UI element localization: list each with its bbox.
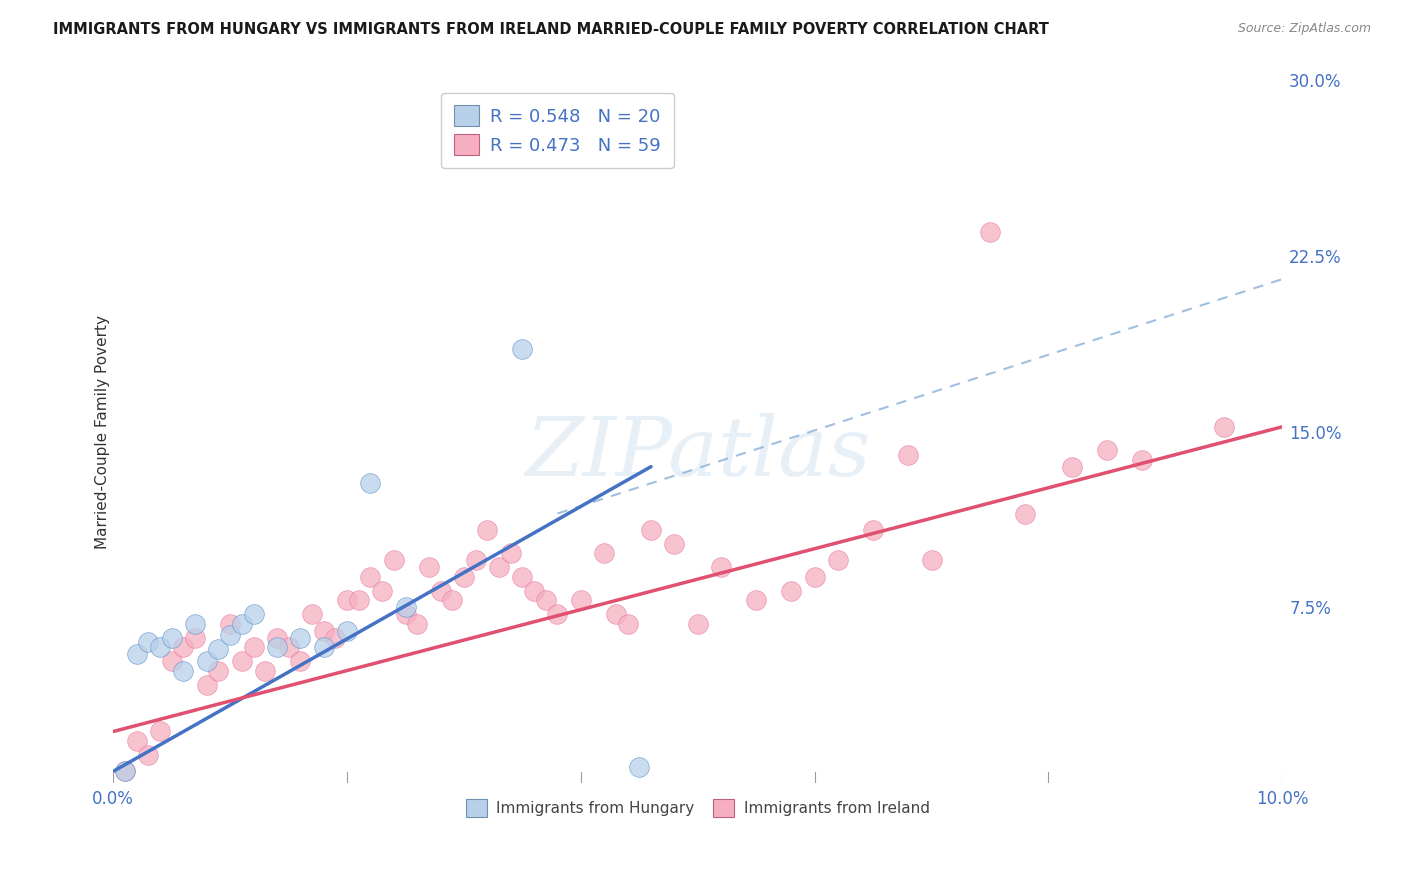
Point bbox=[336, 593, 359, 607]
Point bbox=[803, 570, 825, 584]
Point bbox=[477, 523, 499, 537]
Point bbox=[780, 583, 803, 598]
Point bbox=[138, 635, 160, 649]
Point bbox=[149, 724, 172, 739]
Text: Source: ZipAtlas.com: Source: ZipAtlas.com bbox=[1237, 22, 1371, 36]
Point bbox=[1060, 459, 1083, 474]
Point bbox=[125, 734, 148, 748]
Point bbox=[266, 640, 288, 654]
Point bbox=[219, 628, 242, 642]
Legend: Immigrants from Hungary, Immigrants from Ireland: Immigrants from Hungary, Immigrants from… bbox=[458, 792, 938, 824]
Point bbox=[207, 642, 229, 657]
Point bbox=[254, 664, 277, 678]
Point bbox=[160, 654, 183, 668]
Point bbox=[441, 593, 464, 607]
Point bbox=[605, 607, 627, 622]
Point bbox=[862, 523, 884, 537]
Point bbox=[359, 476, 381, 491]
Point bbox=[219, 616, 242, 631]
Point bbox=[195, 678, 218, 692]
Point bbox=[312, 624, 335, 638]
Point bbox=[394, 607, 416, 622]
Point bbox=[1130, 452, 1153, 467]
Point bbox=[1095, 443, 1118, 458]
Point bbox=[512, 570, 534, 584]
Point bbox=[546, 607, 568, 622]
Point bbox=[453, 570, 475, 584]
Point bbox=[325, 631, 347, 645]
Point bbox=[1212, 420, 1234, 434]
Point bbox=[569, 593, 592, 607]
Text: ZIPatlas: ZIPatlas bbox=[524, 413, 870, 492]
Point bbox=[160, 631, 183, 645]
Point bbox=[745, 593, 768, 607]
Point bbox=[686, 616, 709, 631]
Point bbox=[664, 537, 686, 551]
Point bbox=[827, 553, 849, 567]
Point bbox=[488, 560, 510, 574]
Point bbox=[336, 624, 359, 638]
Point bbox=[640, 523, 662, 537]
Point bbox=[499, 546, 522, 560]
Y-axis label: Married-Couple Family Poverty: Married-Couple Family Poverty bbox=[94, 315, 110, 549]
Point bbox=[266, 631, 288, 645]
Point bbox=[114, 764, 136, 779]
Point bbox=[418, 560, 440, 574]
Point bbox=[172, 664, 194, 678]
Point bbox=[534, 593, 557, 607]
Point bbox=[429, 583, 451, 598]
Point bbox=[347, 593, 370, 607]
Point bbox=[242, 607, 264, 622]
Point bbox=[710, 560, 733, 574]
Point bbox=[979, 225, 1001, 239]
Point bbox=[523, 583, 546, 598]
Point bbox=[207, 664, 229, 678]
Point bbox=[138, 747, 160, 762]
Point bbox=[114, 764, 136, 779]
Text: IMMIGRANTS FROM HUNGARY VS IMMIGRANTS FROM IRELAND MARRIED-COUPLE FAMILY POVERTY: IMMIGRANTS FROM HUNGARY VS IMMIGRANTS FR… bbox=[53, 22, 1049, 37]
Point bbox=[149, 640, 172, 654]
Point bbox=[242, 640, 264, 654]
Point bbox=[512, 343, 534, 357]
Point bbox=[382, 553, 405, 567]
Point bbox=[184, 616, 207, 631]
Point bbox=[184, 631, 207, 645]
Point bbox=[195, 654, 218, 668]
Point bbox=[628, 759, 651, 773]
Point bbox=[290, 654, 312, 668]
Point bbox=[172, 640, 194, 654]
Point bbox=[371, 583, 394, 598]
Point bbox=[277, 640, 299, 654]
Point bbox=[1014, 507, 1036, 521]
Point bbox=[406, 616, 429, 631]
Point bbox=[312, 640, 335, 654]
Point bbox=[616, 616, 638, 631]
Point bbox=[897, 448, 920, 462]
Point bbox=[464, 553, 486, 567]
Point bbox=[301, 607, 323, 622]
Point bbox=[394, 600, 416, 615]
Point bbox=[231, 616, 253, 631]
Point bbox=[359, 570, 381, 584]
Point bbox=[125, 647, 148, 661]
Point bbox=[593, 546, 616, 560]
Point bbox=[290, 631, 312, 645]
Point bbox=[231, 654, 253, 668]
Point bbox=[921, 553, 943, 567]
